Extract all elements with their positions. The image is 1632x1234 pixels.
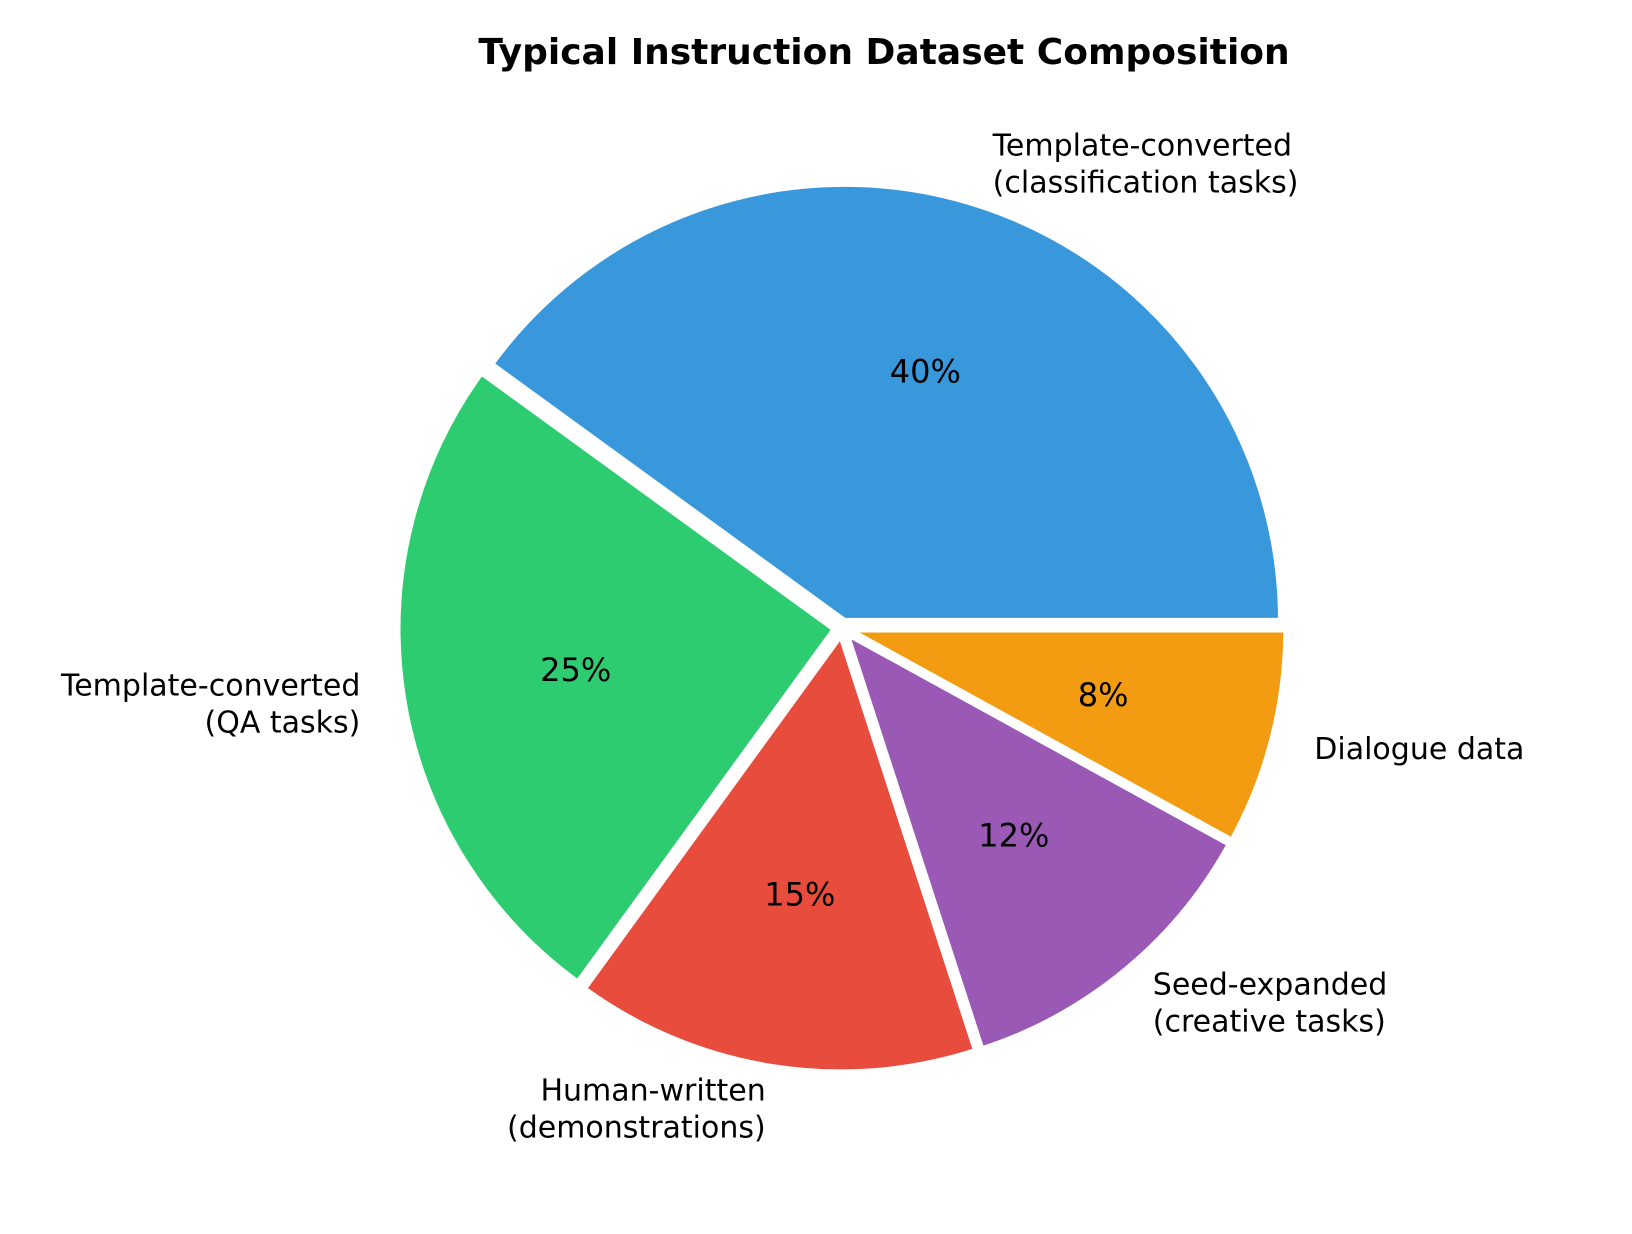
slice-label-line: (demonstrations) xyxy=(507,1111,766,1146)
pct-label-seed-expanded-creative-tasks: 12% xyxy=(978,817,1049,855)
slice-label-dialogue-data: Dialogue data xyxy=(1314,732,1524,767)
pct-label-dialogue-data: 8% xyxy=(1078,676,1129,714)
pct-label-human-written-demonstrations: 15% xyxy=(764,875,835,913)
slice-label-line: Seed-expanded xyxy=(1153,968,1388,1003)
slice-label-line: Template-converted xyxy=(60,668,360,703)
slice-label-line: (classification tasks) xyxy=(993,165,1299,200)
pie-slice-template-converted-qa-tasks xyxy=(395,370,837,985)
slice-label-line: Human-written xyxy=(540,1074,765,1109)
pct-label-template-converted-qa-tasks: 25% xyxy=(540,651,611,689)
pie-slice-human-written-demonstrations xyxy=(581,633,978,1075)
slice-label-line: Template-converted xyxy=(992,128,1292,163)
slice-label-seed-expanded-creative-tasks: Seed-expanded (creative tasks) xyxy=(1153,968,1388,1040)
slice-label-line: (QA tasks) xyxy=(205,705,361,740)
chart-title: Typical Instruction Dataset Composition xyxy=(478,32,1289,73)
pct-label-template-converted-classification-tasks: 40% xyxy=(890,353,961,391)
slice-label-template-converted-qa-tasks: Template-converted (QA tasks) xyxy=(60,668,360,740)
slice-label-line: (creative tasks) xyxy=(1153,1005,1386,1040)
slice-label-human-written-demonstrations: Human-written (demonstrations) xyxy=(507,1074,766,1146)
pie-slices xyxy=(395,181,1289,1075)
pie-slice-template-converted-classification-tasks xyxy=(489,181,1283,623)
pie-slice-dialogue-data xyxy=(847,627,1289,843)
slice-label-template-converted-classification-tasks: Template-converted (classification tasks) xyxy=(992,128,1299,200)
slice-label-line: Dialogue data xyxy=(1314,732,1524,767)
pie-slice-seed-expanded-creative-tasks xyxy=(844,631,1232,1052)
pie-labels: 40%Template-converted (classification tas… xyxy=(60,128,1524,1145)
